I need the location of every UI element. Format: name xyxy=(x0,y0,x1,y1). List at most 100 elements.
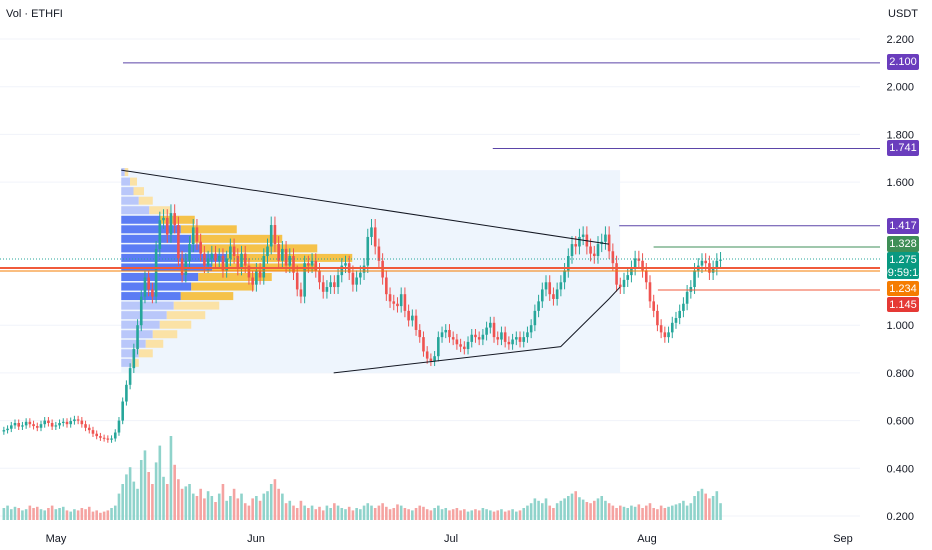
volume-profile-buy xyxy=(121,301,174,310)
volume-bar xyxy=(630,505,633,520)
volume-profile-buy xyxy=(121,215,160,224)
volume-bar xyxy=(21,510,24,520)
volume-profile-buy xyxy=(121,273,199,281)
candle-body xyxy=(232,246,236,257)
volume-bar xyxy=(24,509,28,520)
candle-body xyxy=(173,213,176,226)
candle-body xyxy=(266,246,269,257)
volume-profile-sell xyxy=(138,196,153,205)
candle-body xyxy=(537,301,540,311)
volume-bar xyxy=(537,500,540,520)
volume-bar xyxy=(303,505,306,520)
volume-profile-buy xyxy=(121,177,131,186)
candle-body xyxy=(28,421,32,425)
candle-body xyxy=(704,260,707,264)
volume-bar xyxy=(281,493,284,520)
volume-bar xyxy=(377,505,381,520)
candle-body xyxy=(578,236,581,247)
volume-bar xyxy=(310,505,314,520)
volume-profile-sell xyxy=(133,187,145,196)
volume-bar xyxy=(39,509,43,520)
candle-body xyxy=(206,258,210,266)
volume-bar xyxy=(477,510,481,520)
candle-body xyxy=(693,270,696,288)
volume-bar xyxy=(481,508,485,520)
volume-profile-sell xyxy=(138,349,153,358)
volume-bar xyxy=(80,508,84,520)
candle-body xyxy=(284,248,288,266)
candle-body xyxy=(9,425,13,429)
volume-bar xyxy=(351,510,355,520)
candle-body xyxy=(388,294,392,302)
y-tick-label: 0.400 xyxy=(886,463,914,475)
candle-body xyxy=(630,267,633,276)
volume-bar xyxy=(589,503,592,520)
volume-profile-buy xyxy=(121,349,139,358)
y-tick-label: 2.000 xyxy=(886,82,914,94)
volume-bar xyxy=(110,508,113,520)
candle-body xyxy=(177,225,180,259)
candle-body xyxy=(526,332,529,338)
candle-body xyxy=(154,248,158,297)
candle-body xyxy=(307,263,310,266)
candle-body xyxy=(652,301,656,311)
candle-body xyxy=(24,421,28,426)
volume-bar xyxy=(333,503,336,520)
candle-body xyxy=(459,344,462,347)
price-tag-1145-text: 1.145 xyxy=(889,299,917,311)
volume-bar xyxy=(626,508,630,520)
candle-body xyxy=(373,227,377,247)
volume-bar xyxy=(622,506,626,520)
volume-profile-buy xyxy=(121,225,181,234)
volume-bar xyxy=(147,472,150,520)
candle-body xyxy=(555,289,559,299)
volume-bar xyxy=(355,508,358,520)
volume-bar xyxy=(496,510,500,520)
volume-bar xyxy=(414,508,418,520)
candle-body xyxy=(359,272,362,278)
candle-body xyxy=(648,282,652,302)
volume-bar xyxy=(65,510,69,520)
volume-bar xyxy=(132,481,136,520)
volume-bar xyxy=(511,509,514,520)
candle-body xyxy=(255,270,258,285)
candle-body xyxy=(217,256,221,261)
volume-bar xyxy=(139,460,143,520)
volume-bar xyxy=(35,506,39,520)
volume-bar xyxy=(418,505,422,520)
volume-profile-buy xyxy=(121,244,202,253)
candle-body xyxy=(262,256,266,278)
volume-bar xyxy=(136,488,139,520)
candle-body xyxy=(147,277,150,290)
volume-bar xyxy=(500,509,503,520)
candle-body xyxy=(303,263,306,297)
volume-bar xyxy=(373,508,377,520)
volume-bar xyxy=(32,508,35,520)
candle-body xyxy=(366,236,370,266)
candle-body xyxy=(385,277,388,295)
volume-bar xyxy=(17,508,21,520)
x-tick-label: Jul xyxy=(444,533,458,545)
volume-bar xyxy=(325,505,329,520)
range-box xyxy=(121,170,621,373)
candle-body xyxy=(203,253,206,266)
price-tag-last-text: 1.275 xyxy=(889,254,917,266)
volume-profile-sell xyxy=(159,320,192,329)
volume-bar xyxy=(314,509,318,520)
volume-bar xyxy=(656,509,659,520)
volume-profile-buy xyxy=(121,358,132,367)
candle-body xyxy=(656,310,659,326)
candle-body xyxy=(715,260,719,268)
volume-bar xyxy=(362,505,366,520)
volume-bar xyxy=(165,484,169,520)
candle-body xyxy=(622,279,626,288)
volume-bar xyxy=(91,511,95,520)
volume-profile-buy xyxy=(121,253,227,262)
volume-bar xyxy=(162,476,165,520)
candle-body xyxy=(321,282,325,292)
volume-bar xyxy=(515,511,518,520)
candle-body xyxy=(604,234,607,242)
volume-bar xyxy=(191,493,195,520)
volume-bar xyxy=(258,500,262,520)
